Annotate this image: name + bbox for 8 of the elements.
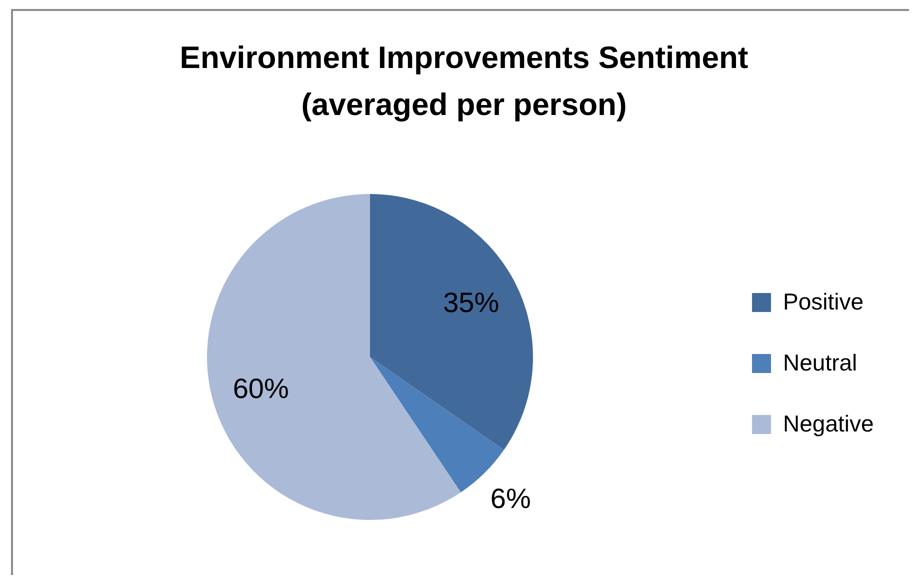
data-label: 60% <box>232 373 289 404</box>
legend-label: Positive <box>783 288 864 314</box>
chart-title: Environment Improvements Sentiment (averaged per person) <box>180 40 748 122</box>
legend-label: Neutral <box>783 350 858 376</box>
pie-slice <box>370 194 533 450</box>
data-label: 6% <box>490 482 531 514</box>
legend-label: Negative <box>783 410 874 436</box>
data-label: 35% <box>443 287 500 318</box>
